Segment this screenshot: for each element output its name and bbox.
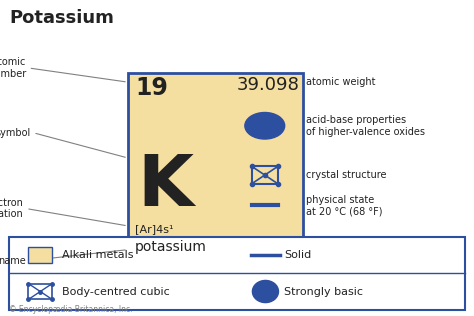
Text: electron
configuration: electron configuration [0, 198, 24, 219]
FancyBboxPatch shape [128, 73, 303, 262]
Text: © Encyclopædia Britannica, Inc.: © Encyclopædia Britannica, Inc. [9, 306, 133, 314]
Text: acid-base properties
of higher-valence oxides: acid-base properties of higher-valence o… [306, 115, 425, 137]
Text: potassium: potassium [135, 240, 207, 254]
Bar [28, 284, 52, 300]
Text: Strongly basic: Strongly basic [284, 287, 364, 296]
Ellipse shape [252, 281, 279, 303]
Text: symbol: symbol [0, 128, 31, 138]
FancyBboxPatch shape [9, 237, 465, 310]
Text: Solid: Solid [284, 250, 311, 260]
Text: name: name [0, 256, 26, 266]
Text: crystal structure: crystal structure [306, 170, 386, 180]
Text: physical state
at 20 °C (68 °F): physical state at 20 °C (68 °F) [306, 195, 382, 216]
Text: Body-centred cubic: Body-centred cubic [62, 287, 169, 296]
Bar [28, 247, 52, 263]
Text: atomic
number: atomic number [0, 57, 26, 79]
Bar [252, 166, 278, 184]
Text: Potassium: Potassium [9, 9, 114, 27]
Text: 39.098: 39.098 [237, 76, 300, 94]
Text: 19: 19 [135, 76, 168, 100]
Text: atomic weight: atomic weight [306, 77, 375, 87]
Text: K: K [137, 152, 193, 221]
Text: [Ar]4s¹: [Ar]4s¹ [135, 224, 173, 234]
Text: Alkali metals: Alkali metals [62, 250, 133, 260]
Circle shape [245, 112, 285, 139]
